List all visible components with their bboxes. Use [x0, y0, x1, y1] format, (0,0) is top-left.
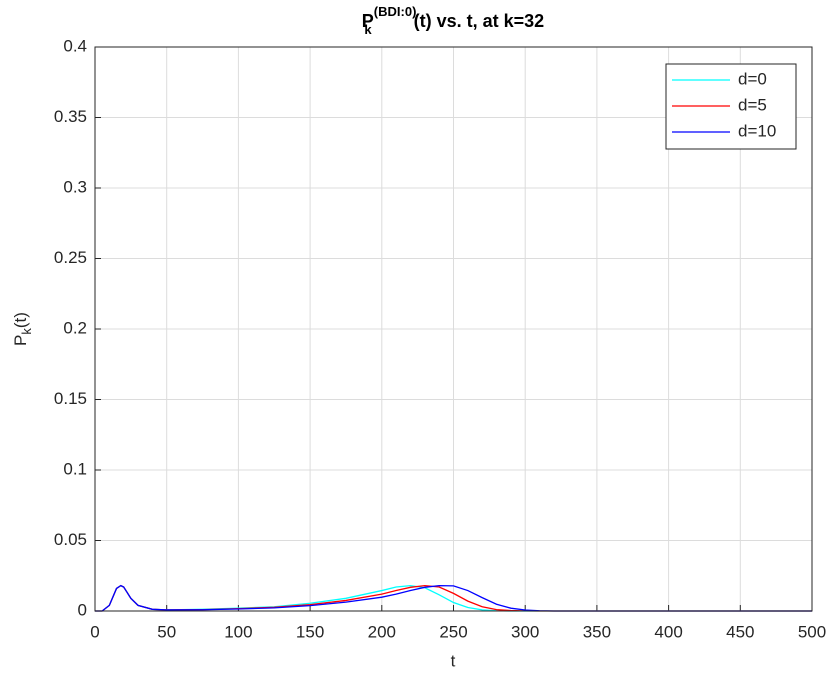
x-tick-label: 50 [157, 622, 176, 641]
title-sub: k [364, 22, 372, 37]
legend-label: d=0 [738, 69, 767, 88]
ylabel-sub: k [19, 328, 34, 335]
x-tick-label: 400 [654, 622, 682, 641]
ylabel-rest: (t) [11, 312, 30, 328]
legend-label: d=10 [738, 121, 776, 140]
y-tick-label: 0 [78, 600, 87, 619]
x-tick-label: 0 [90, 622, 99, 641]
x-tick-label: 150 [296, 622, 324, 641]
axes-box [94, 46, 813, 612]
y-tick-label: 0.4 [63, 36, 87, 55]
legend-label: d=5 [738, 95, 767, 114]
chart-title: P(BDI:0) k (t) vs. t, at k=32 [362, 4, 544, 37]
y-tick-label: 0.05 [54, 530, 87, 549]
y-tick-label: 0.2 [63, 318, 87, 337]
y-tick-label: 0.1 [63, 459, 87, 478]
x-tick-label: 200 [368, 622, 396, 641]
x-tick-label: 100 [224, 622, 252, 641]
title-base: P [362, 11, 374, 31]
x-tick-label: 250 [439, 622, 467, 641]
y-tick-label: 0.35 [54, 107, 87, 126]
y-axis-label: Pk(t) [11, 312, 34, 346]
legend: d=0 d=5 d=10 [665, 63, 797, 150]
ylabel-base: P [11, 335, 30, 346]
x-axis-label: t [451, 651, 456, 670]
title-rest: (t) vs. t, at k=32 [414, 11, 545, 31]
x-tick-label: 300 [511, 622, 539, 641]
y-tick-label: 0.15 [54, 389, 87, 408]
y-tick-label: 0.3 [63, 177, 87, 196]
x-tick-label: 450 [726, 622, 754, 641]
y-tick-label: 0.25 [54, 248, 87, 267]
x-tick-label: 500 [798, 622, 826, 641]
x-tick-label: 350 [583, 622, 611, 641]
title-sup: (BDI:0) [374, 4, 417, 19]
